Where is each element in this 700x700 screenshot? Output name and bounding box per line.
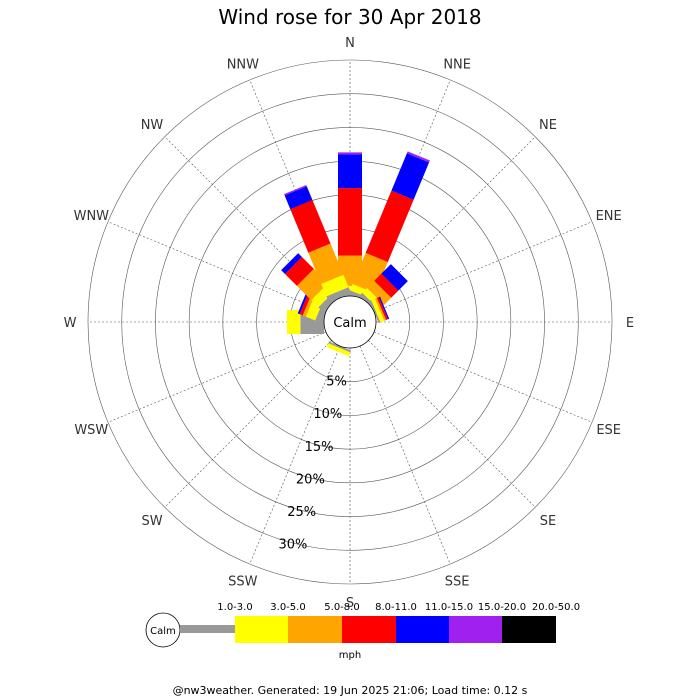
legend-swatch-1.0-3.0 [180, 625, 235, 633]
radial-tick-label: 30% [278, 538, 307, 553]
radial-tick-label: 25% [287, 505, 316, 520]
legend-swatch-11.0-15.0 [396, 616, 449, 643]
direction-label-sse: SSE [445, 575, 470, 590]
bar-n-1.0-3.0 [338, 292, 362, 296]
bar-ene-11.0-15.0 [378, 296, 390, 320]
legend-label-5.0-8.0: 5.0-8.0 [324, 602, 359, 613]
bar-wnw-8.0-11.0 [299, 291, 312, 316]
spoke-se [368, 340, 536, 508]
direction-label-sw: SW [141, 514, 162, 529]
legend-swatch-8.0-11.0 [342, 616, 396, 643]
bar-nnw-1.0-3.0 [326, 287, 352, 303]
direction-label-nw: NW [141, 118, 164, 133]
bar-nnw-3.0-5.0 [321, 274, 349, 297]
bar-ne-5.0-8.0 [367, 280, 392, 305]
bar-nne-15.0-20.0 [406, 151, 430, 163]
bar-ene-1.0-3.0 [369, 300, 381, 324]
bar-nnw-11.0-15.0 [284, 186, 313, 210]
bar-nw-8.0-11.0 [284, 256, 314, 286]
spoke-ssw [249, 345, 341, 565]
legend-label-3.0-5.0: 3.0-5.0 [270, 602, 305, 613]
direction-label-e: E [626, 316, 634, 331]
outer-circle [87, 59, 613, 585]
legend-swatch-20.0-50.0 [502, 616, 556, 643]
bar-nnw-15.0-20.0 [284, 184, 307, 196]
bar-ene-3.0-5.0 [371, 298, 385, 323]
radial-tick-label: 10% [313, 407, 342, 422]
direction-label-s: S [346, 596, 354, 611]
bar-n-8.0-11.0 [338, 188, 362, 256]
direction-label-nne: NNE [443, 57, 471, 72]
radial-tick-label: 15% [305, 440, 334, 455]
spoke-sw [164, 340, 332, 508]
bar-ssw-1.0-3.0 [328, 341, 352, 353]
spoke-ene [373, 221, 593, 313]
legend-label-11.0-15.0: 11.0-15.0 [425, 602, 473, 613]
bar-n-15.0-20.0 [338, 152, 362, 155]
bar-nne-8.0-11.0 [365, 190, 414, 263]
bar-nnw-5.0-8.0 [308, 243, 344, 284]
spoke-wnw [107, 221, 327, 313]
bar-n-11.0-15.0 [338, 154, 362, 189]
footer-text: @nw3weather. Generated: 19 Jun 2025 21:0… [172, 684, 528, 697]
direction-label-se: SE [540, 514, 556, 529]
bar-ne-11.0-15.0 [381, 264, 408, 291]
spoke-ese [373, 331, 593, 423]
bar-ene-8.0-11.0 [376, 297, 388, 321]
grid-circle [121, 93, 579, 551]
legend-swatch-5.0-8.0 [288, 616, 342, 643]
bar-wnw-11.0-15.0 [297, 291, 309, 315]
legend-label-1.0-3.0: 1.0-3.0 [217, 602, 252, 613]
bar-ssw-3.0-5.0 [326, 343, 351, 357]
bar-ne-8.0-11.0 [374, 273, 399, 298]
spoke-ne [368, 136, 536, 304]
radial-tick-label: 20% [296, 472, 325, 487]
bar-w-3.0-5.0 [286, 310, 301, 334]
bar-nnw-8.0-11.0 [290, 199, 331, 253]
legend-calm-label: Calm [150, 626, 176, 637]
bar-nne-11.0-15.0 [391, 153, 430, 200]
legend-units: mph [339, 650, 361, 661]
radial-tick-label: 5% [326, 375, 347, 390]
direction-label-ne: NE [539, 118, 557, 133]
direction-label-wsw: WSW [74, 423, 108, 438]
legend-swatch-15.0-20.0 [449, 616, 502, 643]
direction-label-ese: ESE [596, 423, 621, 438]
spoke-nnw [249, 79, 341, 299]
spoke-sse [359, 345, 451, 565]
chart-title: Wind rose for 30 Apr 2018 [218, 5, 482, 29]
bar-n-3.0-5.0 [338, 285, 362, 293]
direction-label-n: N [345, 36, 355, 51]
direction-label-nnw: NNW [227, 57, 259, 72]
direction-label-w: W [64, 316, 77, 331]
bar-ene-5.0-8.0 [375, 297, 387, 321]
legend-label-8.0-11.0: 8.0-11.0 [375, 602, 417, 613]
calm-label: Calm [333, 316, 366, 331]
spoke-nw [164, 136, 332, 304]
direction-label-wnw: WNW [74, 209, 110, 224]
legend-swatch-3.0-5.0 [235, 616, 288, 643]
legend-label-20.0-50.0: 20.0-50.0 [532, 602, 580, 613]
legend-label-15.0-20.0: 15.0-20.0 [478, 602, 526, 613]
spoke-wsw [107, 331, 327, 423]
calm-circle [323, 295, 377, 349]
direction-label-ssw: SSW [228, 575, 258, 590]
bar-nw-11.0-15.0 [281, 253, 302, 274]
direction-label-ene: ENE [596, 209, 622, 224]
